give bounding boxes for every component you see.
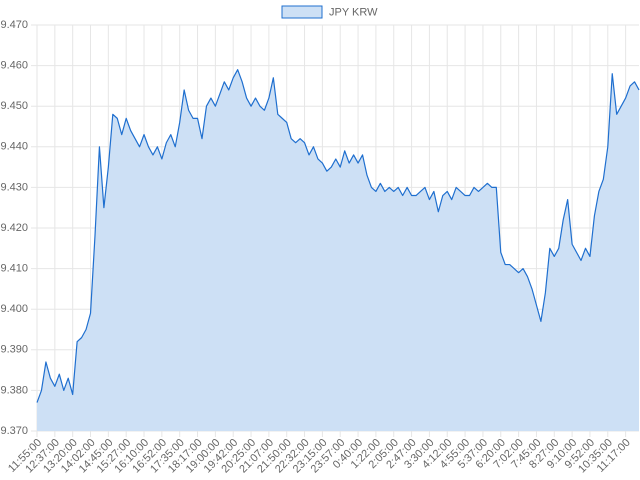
y-tick-label: 9.420 — [0, 222, 28, 234]
area — [37, 69, 639, 431]
y-tick-label: 9.470 — [0, 19, 28, 31]
y-tick-label: 9.400 — [0, 303, 28, 315]
y-tick-label: 9.460 — [0, 60, 28, 72]
legend: JPY KRW — [281, 5, 378, 19]
legend-label: JPY KRW — [329, 6, 378, 18]
line — [36, 69, 640, 403]
y-tick-label: 9.370 — [0, 425, 28, 437]
y-tick-label: 9.410 — [0, 263, 28, 275]
legend-swatch — [281, 5, 323, 19]
y-tick-label: 9.390 — [0, 344, 28, 356]
y-tick-label: 9.430 — [0, 181, 28, 193]
y-tick-label: 9.440 — [0, 141, 28, 153]
y-tick-label: 9.450 — [0, 100, 28, 112]
y-tick-label: 9.380 — [0, 384, 28, 396]
plot-area — [36, 69, 640, 431]
